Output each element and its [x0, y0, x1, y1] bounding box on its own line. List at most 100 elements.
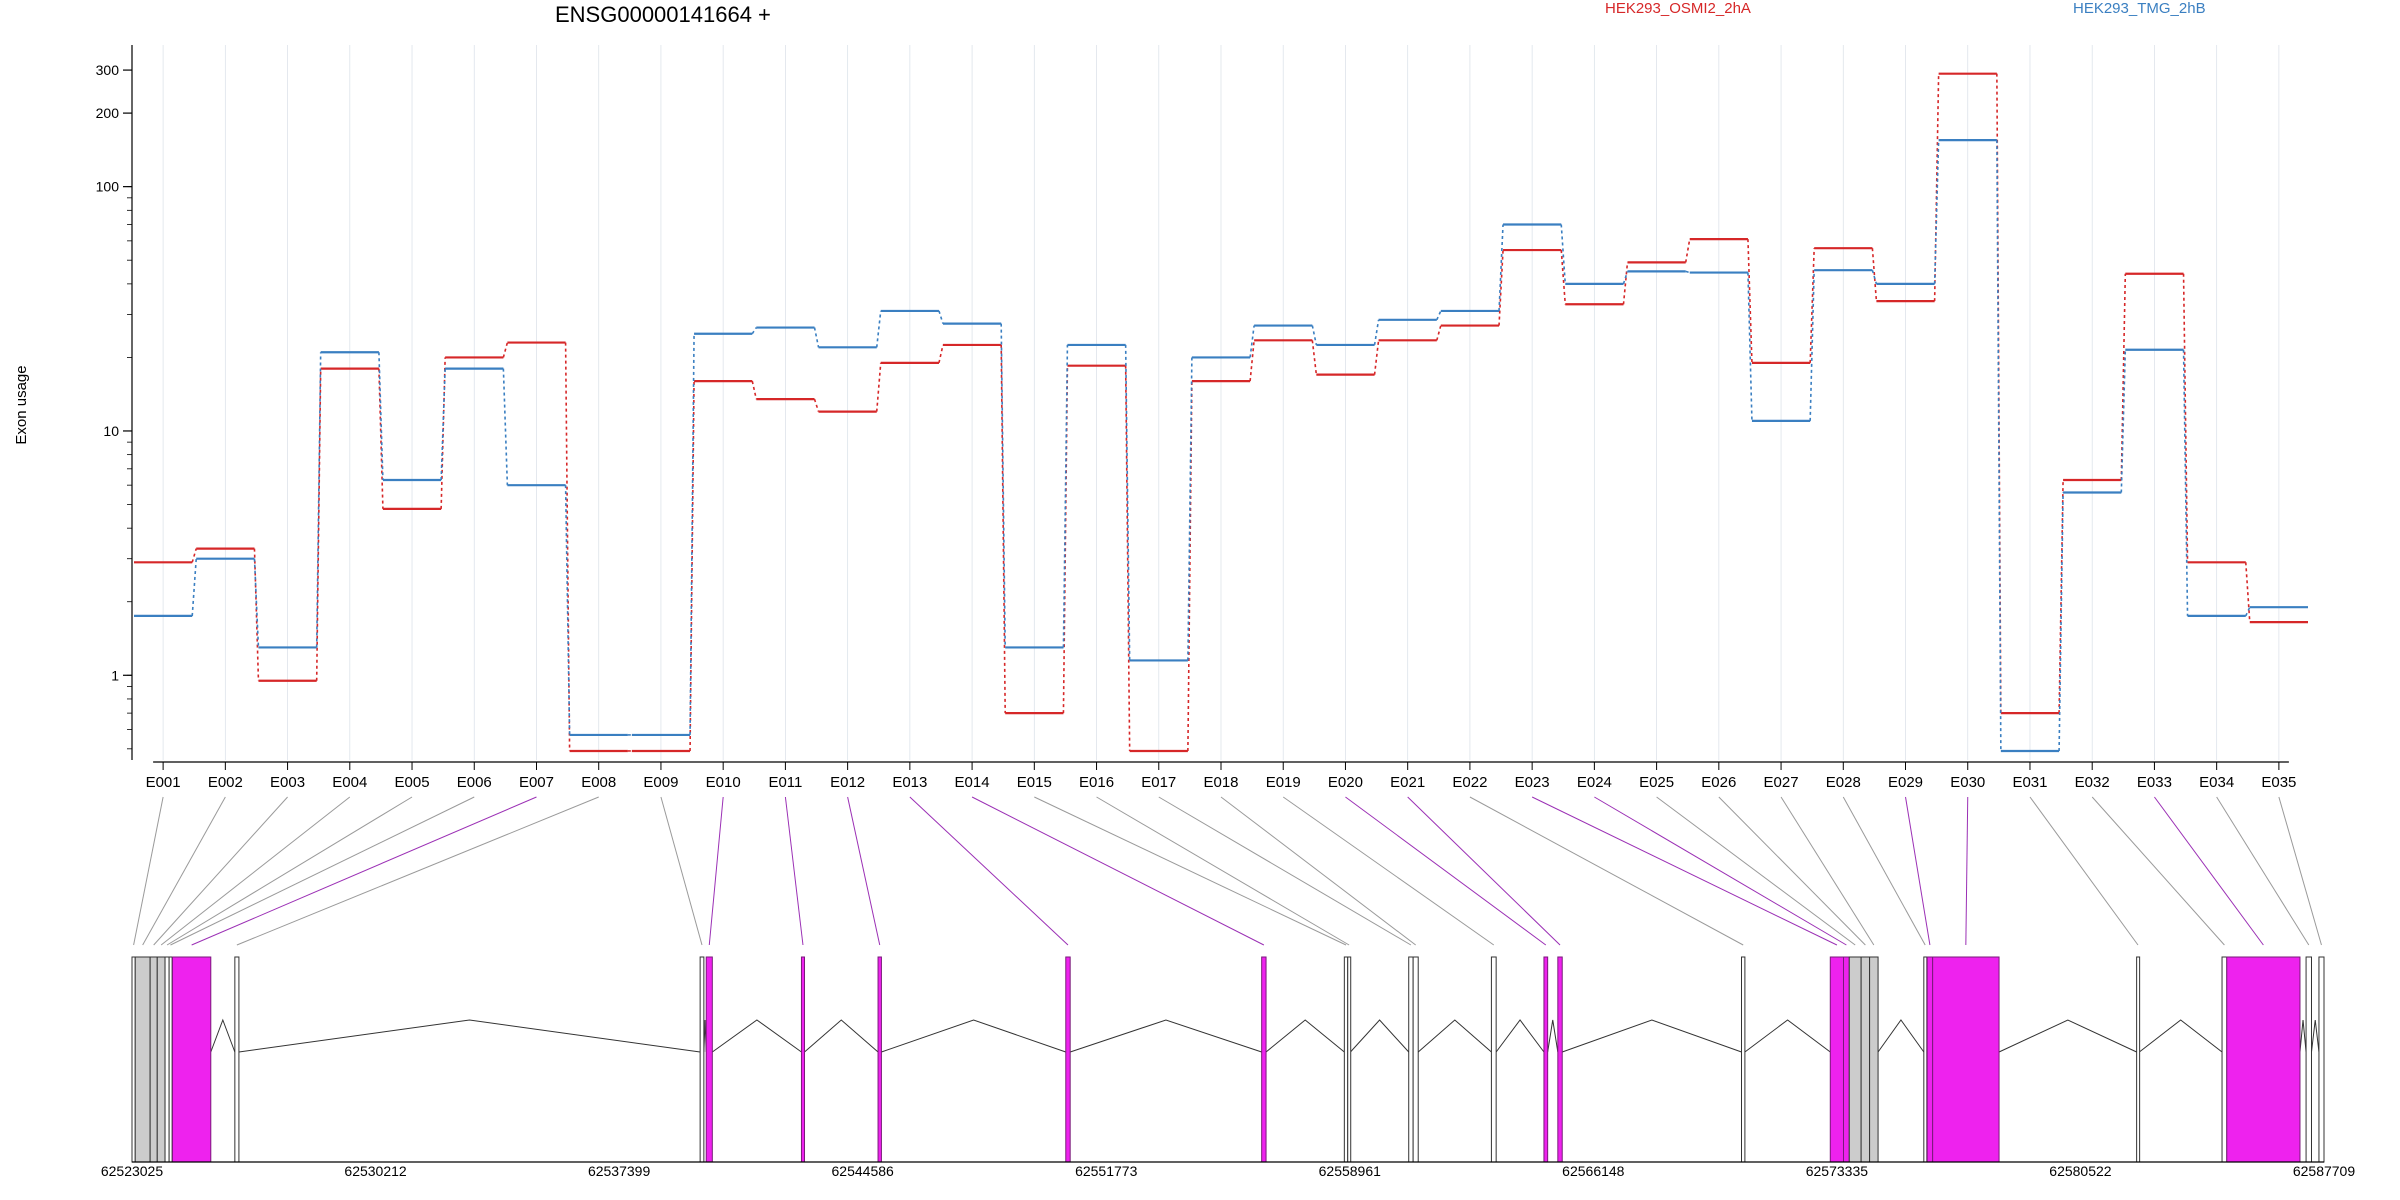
series-1-connector	[1249, 340, 1255, 382]
series-2-connector	[938, 310, 944, 324]
series-1-connector	[1373, 340, 1380, 375]
intron	[1547, 1019, 1559, 1053]
connector-E029	[1905, 796, 1931, 946]
series-1-connector	[875, 362, 882, 412]
x-tick-label-E034: E034	[2199, 774, 2234, 791]
series-2-connector	[1747, 272, 1753, 421]
x-tick-label-E011: E011	[768, 774, 802, 791]
series-2-connector	[315, 352, 322, 648]
x-tick-label-E016: E016	[1079, 774, 1114, 791]
x-tick-label-E023: E023	[1515, 774, 1550, 791]
connector-E027	[1780, 796, 1875, 946]
connector-E030	[1965, 796, 1969, 946]
connector-E032	[2091, 796, 2225, 946]
connector-E018	[1220, 796, 1416, 946]
exon-block-E029	[1926, 956, 1934, 1163]
x-tick-label-E012: E012	[830, 774, 865, 791]
x-tick-label-E003: E003	[270, 774, 305, 791]
series-2-connector	[1809, 270, 1815, 421]
series-1-connector	[564, 342, 571, 751]
intron	[2310, 1019, 2320, 1053]
legend-series-1: HEK293_OSMI2_2hA	[1605, 0, 1751, 17]
x-tick-label-E035: E035	[2261, 774, 2296, 791]
intron	[804, 1019, 879, 1053]
connector-E010	[708, 796, 724, 946]
exon-block-E002	[134, 956, 151, 1163]
x-axis: E001 E002 E003 E004 E005 E006 E007 E008 E009 E010…	[146, 761, 2296, 791]
series-1-connector	[813, 398, 820, 412]
connector-E033	[2154, 796, 2264, 946]
series-1-connector	[1684, 238, 1691, 263]
chart-title: ENSG00000141664 +	[555, 2, 771, 27]
connector-E021	[1407, 796, 1561, 946]
intron	[2139, 1019, 2223, 1053]
exon-block-E020	[1543, 956, 1549, 1163]
intron	[238, 1019, 701, 1053]
series-1-connector	[1622, 262, 1629, 305]
x-tick-label-E026: E026	[1701, 774, 1736, 791]
genome-coord-label: 62551773	[1075, 1163, 1138, 1179]
genome-coord-label: 62530212	[344, 1163, 407, 1179]
series-1-connector	[2244, 562, 2251, 623]
genome-axis: 62523025 62530212 62537399 62544586 62551773…	[101, 1161, 2355, 1179]
exon-block-E026	[1860, 956, 1871, 1163]
exon-block-E025	[1848, 956, 1862, 1163]
exon-block-E007	[171, 956, 212, 1163]
series-2-connector	[1560, 224, 1567, 284]
x-tick-label-E006: E006	[457, 774, 492, 791]
x-tick-label-E027: E027	[1764, 774, 1799, 791]
gene-model	[131, 956, 2325, 1163]
exon-block-E032	[2221, 956, 2228, 1163]
exon-block-E005	[164, 956, 170, 1163]
series-1-connector	[1311, 340, 1318, 375]
exon-block-E024	[1843, 956, 1850, 1163]
series-1-connector	[2058, 479, 2064, 714]
connector-E035	[2278, 796, 2322, 946]
series-2-connector	[2182, 349, 2189, 616]
series-1-connector	[751, 380, 758, 400]
x-tick-label-E022: E022	[1452, 774, 1487, 791]
series-2-connector	[191, 558, 198, 616]
connector-E026	[1718, 796, 1866, 946]
x-tick-label-E019: E019	[1266, 774, 1301, 791]
exon-block-E010	[705, 956, 713, 1163]
genome-coord-label: 62537399	[588, 1163, 651, 1179]
connector-E034	[2216, 796, 2310, 946]
connector-E028	[1842, 796, 1926, 946]
genome-coord-label: 62573335	[1806, 1163, 1869, 1179]
genome-coord-label: 62558961	[1319, 1163, 1382, 1179]
series-1-connector	[1124, 365, 1131, 751]
x-tick-label-E010: E010	[706, 774, 741, 791]
series-2-connector	[1062, 344, 1069, 648]
series-1-connector	[1000, 344, 1006, 714]
y-tick-label: 1	[111, 667, 119, 683]
exon-block-E019	[1490, 956, 1497, 1163]
x-tick-label-E018: E018	[1203, 774, 1238, 791]
intron	[1417, 1019, 1492, 1053]
exon-block-E027	[1869, 956, 1879, 1163]
connector-E006	[170, 796, 475, 946]
x-tick-label-E028: E028	[1826, 774, 1861, 791]
connector-E002	[142, 796, 226, 946]
x-tick-label-E031: E031	[2012, 774, 2047, 791]
series-2	[134, 139, 2308, 753]
x-tick-label-E030: E030	[1950, 774, 1985, 791]
exon-block-E022	[1741, 956, 1746, 1163]
series-1-connector	[1747, 239, 1753, 363]
connector-E015	[1034, 796, 1347, 946]
connector-E003	[153, 796, 288, 946]
exon-block-E017	[1408, 956, 1414, 1163]
series-1-connector	[1560, 250, 1567, 305]
x-tick-label-E007: E007	[519, 774, 554, 791]
legend-series-2: HEK293_TMG_2hB	[2073, 0, 2206, 17]
series-2-connector	[1124, 344, 1131, 661]
intron	[210, 1018, 236, 1053]
series-2-connector	[689, 333, 695, 735]
series-1-connector	[1871, 248, 1878, 302]
x-tick-label-E001: E001	[146, 774, 181, 791]
genome-coord-label: 62580522	[2049, 1163, 2112, 1179]
series-1-connector	[1498, 250, 1504, 326]
connector-E009	[660, 796, 703, 946]
y-tick-label: 10	[103, 423, 119, 439]
